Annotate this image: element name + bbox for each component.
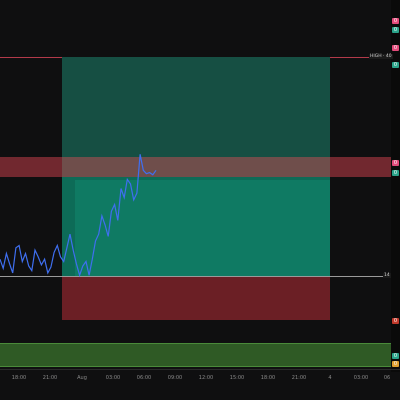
top-level-label: HIGH · 40 [369,54,393,59]
axis-tag[interactable]: 0 [392,353,399,359]
time-tick-label: 18:00 [260,375,276,381]
axis-tag[interactable]: 0 [392,318,399,324]
time-tick-label: Aug [77,375,87,381]
axis-tag[interactable]: 0 [392,18,399,24]
time-tick-label: 09:00 [167,375,183,381]
axis-tag[interactable]: 0 [392,62,399,68]
price-series-line [0,154,157,278]
time-tick-label: 15:00 [229,375,245,381]
profit-zone-upper[interactable] [62,57,330,157]
time-axis-divider [0,369,400,370]
time-tick-label: 4 [328,375,332,381]
time-tick-label: 12:00 [198,375,214,381]
time-tick-label: 18:00 [11,375,27,381]
axis-tag[interactable]: 0 [392,45,399,51]
support-band[interactable] [0,343,391,367]
axis-tag[interactable]: 0 [392,160,399,166]
profit-zone-highlight [75,180,330,276]
time-tick-label: 03:00 [353,375,369,381]
price-scale[interactable] [391,0,400,372]
axis-tag[interactable]: 0 [392,170,399,176]
time-tick-label: 06 [383,375,391,381]
entry-level-label: 14 [383,273,391,278]
loss-zone[interactable] [62,277,330,320]
time-tick-label: 21:00 [42,375,58,381]
price-line-chart[interactable] [0,0,391,372]
entry-level-line[interactable] [0,276,391,277]
axis-tag[interactable]: 0 [392,27,399,33]
time-tick-label: 03:00 [105,375,121,381]
time-tick-label: 06:00 [136,375,152,381]
axis-tag[interactable]: 0 [392,361,399,367]
time-tick-label: 21:00 [291,375,307,381]
resistance-overlap [62,157,330,177]
